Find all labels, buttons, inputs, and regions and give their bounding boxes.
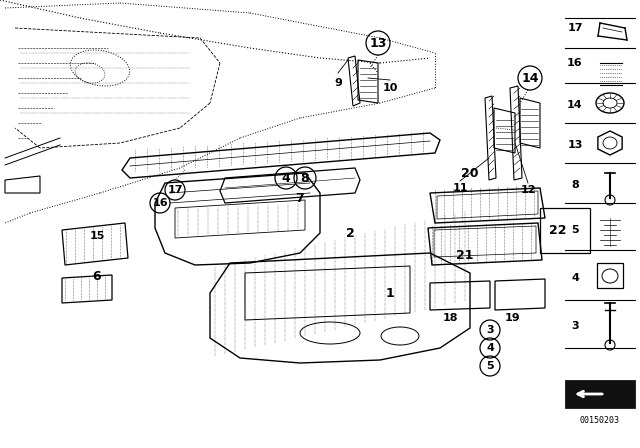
Text: 00150203: 00150203 <box>580 415 620 425</box>
Text: 8: 8 <box>301 172 309 185</box>
Text: 16: 16 <box>152 198 168 208</box>
Text: 13: 13 <box>369 36 387 49</box>
Text: 19: 19 <box>504 313 520 323</box>
Text: 16: 16 <box>567 58 583 68</box>
Text: 18: 18 <box>442 313 458 323</box>
Text: 9: 9 <box>334 78 342 88</box>
Text: 2: 2 <box>346 227 355 240</box>
Text: 15: 15 <box>90 231 105 241</box>
Text: 14: 14 <box>567 100 583 110</box>
Text: 12: 12 <box>520 185 536 195</box>
Text: 17: 17 <box>167 185 183 195</box>
Text: 3: 3 <box>571 321 579 331</box>
Text: 22: 22 <box>549 224 567 237</box>
Text: 1: 1 <box>386 287 394 300</box>
Text: 4: 4 <box>571 273 579 283</box>
Text: 4: 4 <box>486 343 494 353</box>
Text: 20: 20 <box>461 167 479 180</box>
Text: 13: 13 <box>567 140 582 150</box>
Text: 5: 5 <box>486 361 494 371</box>
Text: 6: 6 <box>93 270 101 283</box>
Text: 5: 5 <box>571 225 579 235</box>
Text: 7: 7 <box>296 191 305 204</box>
Text: 4: 4 <box>282 172 291 185</box>
Text: 8: 8 <box>571 180 579 190</box>
Text: 21: 21 <box>456 249 474 262</box>
Text: 3: 3 <box>486 325 494 335</box>
Text: 11: 11 <box>452 183 468 193</box>
Text: 14: 14 <box>521 72 539 85</box>
Text: 10: 10 <box>382 83 397 93</box>
Polygon shape <box>565 380 635 408</box>
Text: 17: 17 <box>567 23 583 33</box>
